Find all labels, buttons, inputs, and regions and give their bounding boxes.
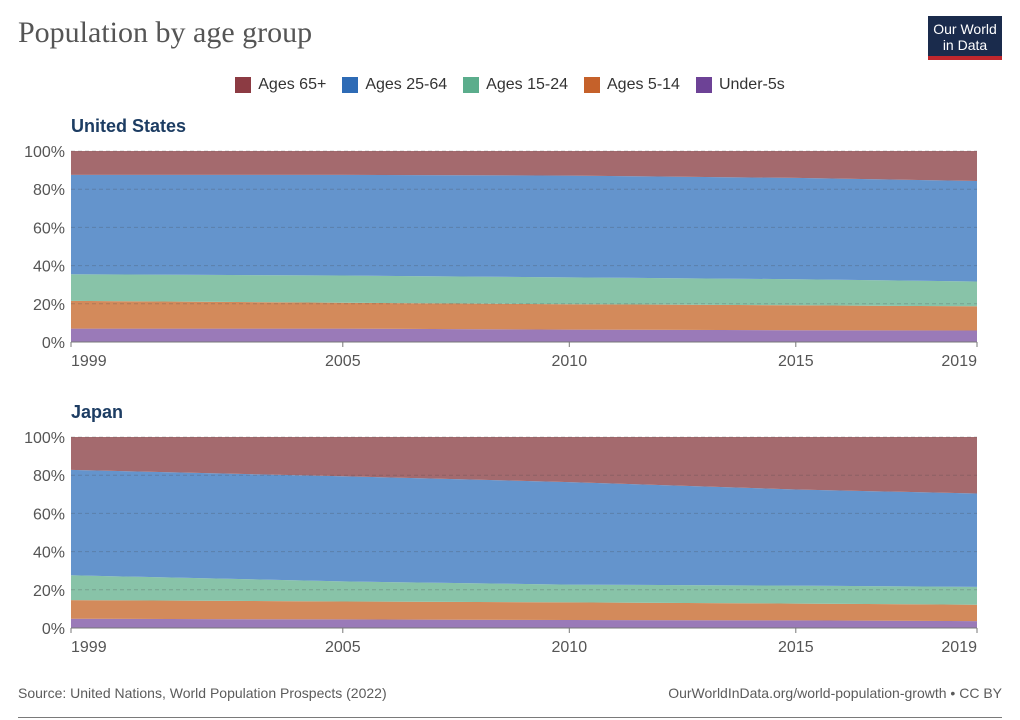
legend-label: Ages 65+: [258, 76, 327, 93]
legend-item-5-14[interactable]: Ages 5-14: [584, 76, 680, 94]
legend-swatch: [584, 77, 600, 93]
logo-line-1: Our World: [933, 21, 997, 37]
legend-item-25-64[interactable]: Ages 25-64: [342, 76, 447, 94]
chart-title: Population by age group: [18, 16, 313, 49]
legend-label: Ages 25-64: [365, 76, 448, 93]
y-tick-label: 60%: [33, 220, 65, 237]
legend-label: Under-5s: [718, 76, 785, 93]
area-japan-under-5s: [71, 618, 977, 628]
x-tick-label: 1999: [71, 353, 107, 370]
y-tick-label: 80%: [33, 468, 65, 485]
y-tick-label: 0%: [42, 621, 65, 638]
legend-item-15-24[interactable]: Ages 15-24: [463, 76, 568, 94]
legend-label: Ages 15-24: [486, 76, 568, 93]
attribution-link[interactable]: OurWorldInData.org/world-population-grow…: [668, 685, 1002, 701]
legend-swatch: [463, 77, 480, 93]
x-tick-label: 2019: [941, 353, 977, 370]
legend-label: Ages 5-14: [607, 76, 680, 93]
y-tick-label: 0%: [42, 335, 65, 352]
source-note: Source: United Nations, World Population…: [18, 685, 387, 701]
y-tick-label: 60%: [33, 506, 65, 523]
x-tick-label: 2005: [325, 639, 361, 656]
x-tick-label: 2019: [941, 639, 977, 656]
panel-title-japan: Japan: [71, 402, 123, 422]
owid-logo[interactable]: Our World in Data: [928, 16, 1002, 60]
x-tick-label: 2005: [325, 353, 361, 370]
area-japan-ages-25-64: [71, 469, 977, 587]
legend-swatch: [342, 77, 359, 93]
area-japan-ages-15-24: [71, 575, 977, 605]
x-tick-label: 2010: [552, 353, 588, 370]
area-united-states-ages-25-64: [71, 174, 977, 282]
area-united-states-ages-15-24: [71, 274, 977, 307]
legend-swatch: [695, 77, 712, 93]
area-japan-ages-65-: [71, 437, 977, 494]
legend-item-under-5s[interactable]: Under-5s: [695, 76, 785, 94]
x-tick-label: 2010: [552, 639, 588, 656]
footer-divider: [18, 717, 1002, 718]
legend-swatch: [235, 77, 252, 93]
area-united-states-ages-65-: [71, 151, 977, 181]
logo-line-2: in Data: [942, 37, 988, 53]
y-tick-label: 20%: [33, 583, 65, 600]
legend-item-65plus[interactable]: Ages 65+: [235, 76, 326, 94]
area-united-states-under-5s: [71, 328, 977, 342]
y-tick-label: 40%: [33, 259, 65, 276]
y-tick-label: 100%: [24, 144, 65, 161]
x-tick-label: 1999: [71, 639, 107, 656]
x-tick-label: 2015: [778, 639, 814, 656]
x-tick-label: 2015: [778, 353, 814, 370]
y-tick-label: 40%: [33, 545, 65, 562]
y-tick-label: 20%: [33, 297, 65, 314]
y-tick-label: 100%: [24, 430, 65, 447]
legend: Ages 65+ Ages 25-64 Ages 15-24 Ages 5-14…: [0, 76, 1020, 94]
area-japan-ages-5-14: [71, 600, 977, 622]
panel-title-united-states: United States: [71, 116, 186, 136]
y-tick-label: 80%: [33, 182, 65, 199]
area-united-states-ages-5-14: [71, 300, 977, 331]
